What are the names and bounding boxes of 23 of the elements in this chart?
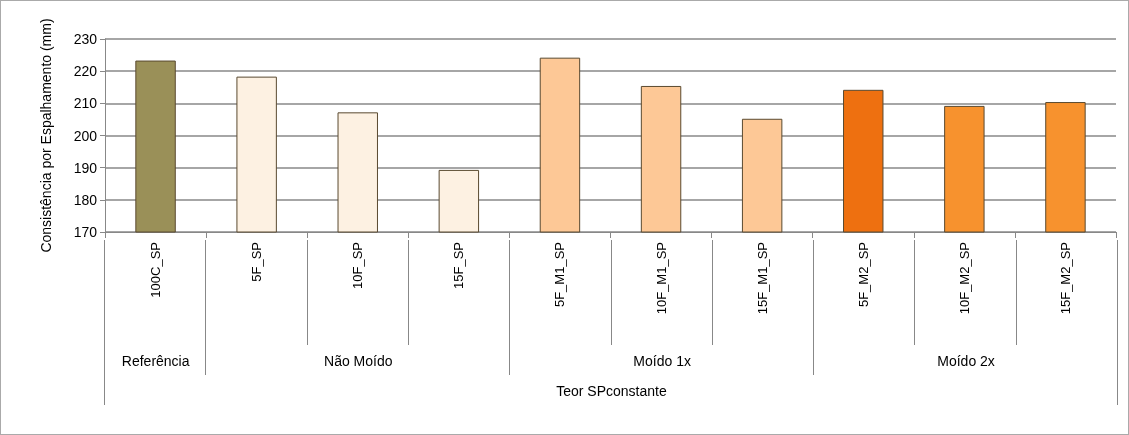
x-tick-label: 5F_M2_SP (855, 242, 871, 308)
y-tick-label: 220 (73, 63, 98, 80)
y-tick-label: 210 (73, 95, 98, 112)
x-tick-label: 15F_SP (451, 242, 467, 289)
x-tick-label: 100C_SP (148, 242, 164, 298)
x-tick-label: 5F_SP (249, 242, 265, 282)
y-axis-title: Consistência por Espalhamento (mm) (38, 18, 54, 253)
text: Moído 1x (633, 353, 691, 369)
y-tick-label: 180 (73, 191, 98, 208)
text: Referência (121, 353, 190, 369)
x-tick-label: 15F_M1_SP (754, 242, 770, 315)
x-tick-label: 10F_SP (350, 242, 366, 289)
x-tick-label: 10F_M2_SP (956, 242, 972, 315)
y-tick-label: 190 (73, 159, 98, 176)
text: Teor SPconstante (556, 383, 667, 399)
y-tick-label: 170 (73, 224, 98, 240)
y-tick-label: 200 (73, 127, 98, 144)
text: Moído 2x (937, 353, 995, 369)
x-tick-label: 5F_M1_SP (552, 242, 568, 308)
x-tick-label: 10F_M1_SP (653, 242, 669, 315)
y-tick-label: 230 (73, 31, 98, 47)
x-tick-label: 15F_M2_SP (1057, 242, 1073, 315)
text: Não Moído (324, 353, 393, 369)
